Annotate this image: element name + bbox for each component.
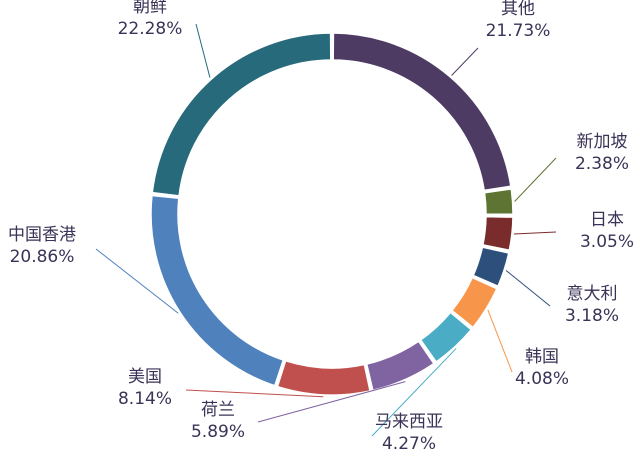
slice-日本 (481, 215, 514, 252)
slice-value-label: 8.14% (118, 389, 172, 409)
slice-马来西亚 (419, 311, 473, 364)
slice-name-label: 意大利 (567, 284, 618, 304)
leader-line-意大利 (505, 270, 551, 307)
slice-value-label: 22.28% (118, 19, 183, 39)
slice-name-label: 日本 (590, 210, 624, 230)
slice-name-label: 美国 (128, 367, 162, 387)
leader-line-马来西亚 (371, 348, 457, 437)
slice-韩国 (450, 276, 498, 329)
leader-line-荷兰 (257, 381, 406, 423)
slice-value-label: 4.27% (382, 434, 436, 454)
slice-其他 (332, 32, 512, 192)
slice-value-label: 5.89% (191, 422, 245, 442)
slice-name-label: 新加坡 (577, 132, 628, 152)
slice-value-label: 3.18% (565, 306, 619, 326)
leader-line-朝鲜 (195, 23, 211, 78)
slice-name-label: 中国香港 (8, 225, 76, 245)
leader-line-中国香港 (95, 248, 179, 314)
slice-荷兰 (365, 340, 435, 392)
slice-美国 (276, 359, 371, 396)
slice-value-label: 4.08% (515, 369, 569, 389)
slice-value-label: 3.05% (580, 232, 634, 252)
leader-line-美国 (185, 389, 324, 398)
donut-slices (150, 32, 514, 396)
leader-line-日本 (513, 231, 557, 235)
leader-line-其他 (451, 47, 479, 76)
slice-中国香港 (150, 194, 285, 387)
slice-朝鲜 (151, 32, 332, 197)
leader-line-新加坡 (514, 157, 557, 202)
slice-name-label: 朝鲜 (133, 0, 167, 17)
slice-value-label: 21.73% (486, 21, 551, 41)
leader-lines (95, 23, 557, 437)
slice-name-label: 韩国 (525, 347, 559, 367)
slice-新加坡 (483, 188, 514, 216)
slice-name-label: 荷兰 (201, 400, 235, 420)
slice-name-label: 马来西亚 (375, 412, 443, 432)
slice-value-label: 20.86% (10, 247, 75, 267)
slice-name-label: 其他 (501, 0, 535, 19)
leader-line-韩国 (487, 309, 513, 373)
slice-意大利 (472, 246, 510, 288)
slice-value-label: 2.38% (575, 154, 629, 174)
